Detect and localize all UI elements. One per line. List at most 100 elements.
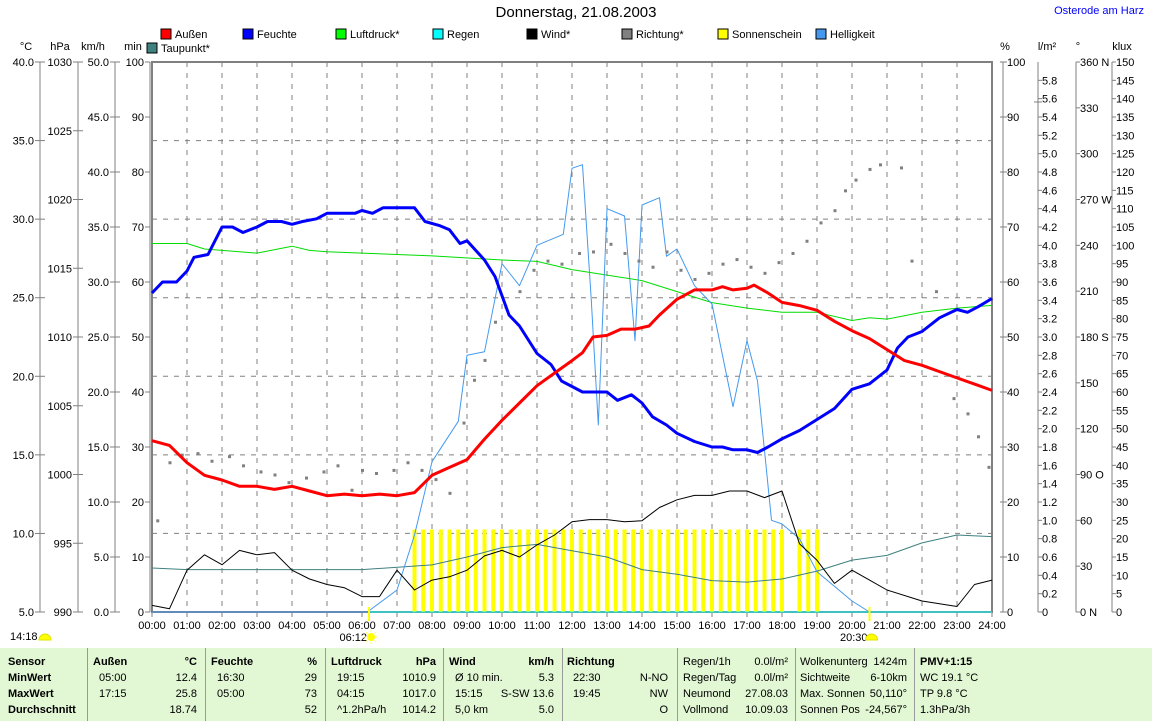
x-tick-label: 11:00: [524, 620, 551, 632]
tick-label-temp: 30.0: [13, 214, 34, 226]
tick-label-lux: 125: [1116, 149, 1134, 161]
tick-label-min: 80: [132, 167, 144, 179]
aussen-unit: °C: [184, 656, 197, 668]
sunshine-bar: [491, 529, 496, 612]
direction-dot: [854, 178, 858, 182]
luftdruck-title: Luftdruck: [331, 656, 382, 668]
direction-dot: [651, 265, 655, 269]
series-line: [151, 490, 993, 610]
wind-value: 5.3: [538, 672, 554, 684]
tick-label-rain: 0: [1042, 607, 1048, 619]
aussen-time: 05:00: [99, 672, 127, 684]
sensor-row-label: MinWert: [8, 672, 52, 684]
legend-label: Regen: [447, 29, 479, 41]
sunshine-bar: [438, 529, 443, 612]
tick-label-lux: 130: [1116, 130, 1134, 142]
x-tick-label: 22:00: [908, 620, 936, 632]
legend-label: Sonnenschein: [732, 29, 802, 41]
axis-unit-dir: °: [1076, 41, 1080, 53]
wolken-label: Max. Sonnen: [800, 688, 865, 700]
wolken-label: Sonnen Pos: [800, 704, 860, 716]
tick-label-wind: 10.0: [88, 497, 109, 509]
sun-ray: [365, 631, 368, 634]
tick-label-pct: 80: [1007, 167, 1019, 179]
x-tick-label: 10:00: [488, 620, 516, 632]
legend-swatch: [160, 28, 172, 40]
x-tick-label: 17:00: [733, 620, 761, 632]
legend-swatch: [815, 28, 827, 40]
regen-row: Regen/Tag 0.0l/m²: [683, 670, 788, 686]
regen-label: Vollmond: [683, 704, 729, 716]
regen-row: Vollmond 10.09.03: [683, 702, 788, 718]
sunshine-bar: [780, 529, 784, 612]
luftdruck-value: 1017.0: [402, 688, 436, 700]
sunset-time: 20:30: [840, 632, 868, 644]
sunshine-bar: [535, 529, 539, 612]
legend-label: Wind*: [541, 29, 571, 41]
luftdruck-row: ^1.2hPa/h 1014.2: [331, 702, 436, 718]
tick-label-lux: 20: [1116, 534, 1128, 546]
direction-dot: [868, 167, 872, 171]
tick-label-rain: 3.2: [1042, 314, 1057, 326]
location-link[interactable]: Osterode am Harz: [1054, 5, 1144, 17]
sunshine-bar: [710, 529, 714, 612]
richtung-value: NW: [649, 688, 668, 700]
direction-dot: [910, 259, 914, 263]
direction-dot: [406, 461, 410, 465]
tick-label-press: 1015: [48, 263, 72, 275]
tick-label-wind: 30.0: [88, 277, 109, 289]
stats-table: Sensor MinWert MaxWert Durchschnitt Außen °C 0…: [0, 648, 1152, 721]
feuchte-value: 29: [304, 672, 317, 684]
tick-label-rain: 2.6: [1042, 369, 1057, 381]
legend-label: Feuchte: [257, 29, 297, 41]
tick-label-dir: 300: [1080, 149, 1098, 161]
direction-dot: [462, 421, 466, 425]
legend-swatch: [717, 28, 729, 40]
pmv-row: PMV+1:15: [920, 656, 973, 668]
tick-label-lux: 145: [1116, 75, 1134, 87]
sunshine-bar: [727, 529, 732, 612]
direction-dot: [833, 209, 837, 213]
x-tick-label: 04:00: [278, 620, 306, 632]
tick-label-lux: 50: [1116, 424, 1128, 436]
direction-dot: [473, 378, 476, 382]
series-sonnenschein: [412, 529, 819, 612]
luftdruck-row: 04:15 1017.0: [331, 686, 436, 702]
feuchte-unit: %: [307, 656, 317, 668]
direction-dot: [375, 471, 378, 475]
tick-label-press: 1005: [48, 401, 72, 413]
richtung-row: O: [567, 702, 668, 718]
tick-label-rain: 2.4: [1042, 387, 1057, 399]
luftdruck-row: 19:15 1010.9: [331, 670, 436, 686]
tick-label-temp: 10.0: [13, 528, 34, 540]
legend-label: Richtung*: [636, 29, 684, 41]
axis-unit-min: min: [124, 41, 142, 53]
tick-label-rain: 1.8: [1042, 442, 1057, 454]
tick-label-lux: 75: [1116, 332, 1128, 344]
luftdruck-time: ^1.2hPa/h: [337, 704, 387, 716]
tick-label-lux: 110: [1116, 204, 1134, 216]
sunshine-bar: [430, 529, 434, 612]
wind-header: Wind km/h: [449, 654, 554, 670]
sunshine-bar: [543, 529, 548, 612]
direction-dot: [693, 277, 697, 281]
direction-dot: [518, 290, 522, 294]
x-tick-label: 02:00: [208, 620, 236, 632]
tick-label-wind: 0.0: [94, 607, 109, 619]
sensor-row-label: Durchschnitt: [8, 704, 76, 716]
sunshine-bar: [605, 529, 609, 612]
tick-label-rain: 1.6: [1042, 460, 1057, 472]
axis-unit-temp: °C: [20, 41, 32, 53]
tick-label-temp: 40.0: [13, 57, 34, 69]
tick-label-pct: 70: [1007, 222, 1019, 234]
tick-label-lux: 45: [1116, 442, 1128, 454]
aussen-row: 17:15 25.8: [93, 686, 197, 702]
tick-label-dir: 0 N: [1080, 607, 1097, 619]
x-tick-label: 09:00: [453, 620, 481, 632]
sunshine-bar: [482, 529, 487, 612]
feuchte-time: 16:30: [217, 672, 245, 684]
x-tick-label: 23:00: [943, 620, 971, 632]
tick-label-lux: 90: [1116, 277, 1128, 289]
x-tick-label: 12:00: [558, 620, 586, 632]
luftdruck-value: 1014.2: [402, 704, 436, 716]
